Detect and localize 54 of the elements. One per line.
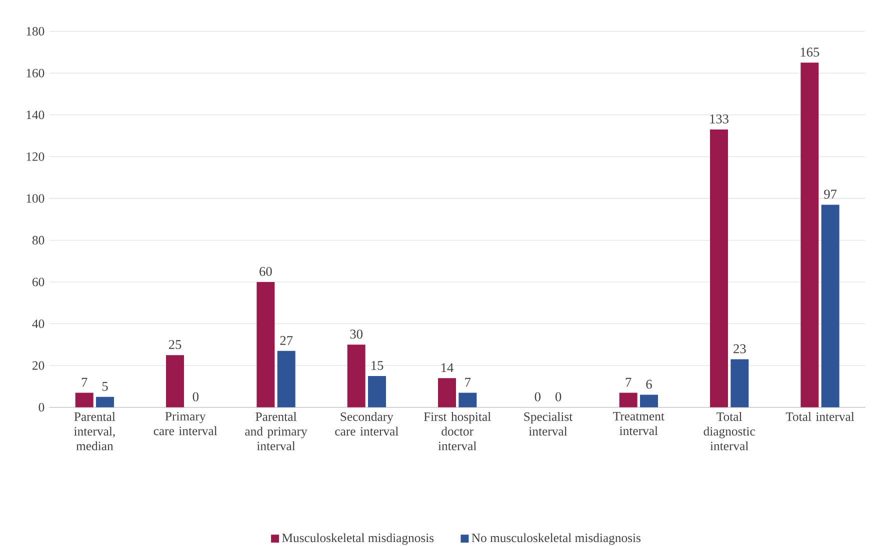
bar <box>256 282 275 408</box>
bar <box>640 394 658 408</box>
x-tick-label: Secondary care interval <box>335 412 398 436</box>
y-tick-label: 100 <box>26 194 44 203</box>
x-tick-label: Parental and primary interval <box>245 412 308 450</box>
data-label: 0 <box>192 392 199 402</box>
bar <box>277 350 296 408</box>
y-tick-label: 180 <box>26 27 44 36</box>
data-label: 23 <box>734 344 746 354</box>
data-label: 27 <box>280 336 293 345</box>
data-label: 15 <box>372 361 384 370</box>
y-tick-label: 120 <box>26 152 44 161</box>
data-label: 0 <box>534 392 540 402</box>
bar <box>368 376 386 408</box>
data-label: 7 <box>465 378 471 387</box>
y-tick-label: 80 <box>32 236 44 244</box>
legend-label: Musculoskeletal misdiagnosis <box>282 533 434 545</box>
y-tick-label: 40 <box>32 319 44 328</box>
data-label: 5 <box>102 382 108 391</box>
bar <box>800 62 819 408</box>
bar <box>619 392 638 408</box>
data-label: 97 <box>824 190 837 199</box>
legend-label: No musculoskeletal misdiagnosis <box>472 533 640 545</box>
bar <box>96 396 114 408</box>
data-label: 60 <box>260 266 272 276</box>
bar <box>730 359 749 408</box>
x-tick-label: Parental interval, median <box>74 412 116 450</box>
bar <box>438 378 456 408</box>
bar <box>710 130 728 408</box>
bar <box>166 355 184 408</box>
data-label: 30 <box>350 330 363 339</box>
bar <box>347 344 366 408</box>
data-label: 14 <box>442 363 454 372</box>
x-tick-label: Total diagnostic interval <box>704 412 755 450</box>
data-label: 7 <box>626 378 632 387</box>
x-tick-label: Primary care interval <box>154 412 218 436</box>
y-tick-label: 0 <box>38 403 44 412</box>
bar <box>75 392 94 408</box>
x-tick-label: Treatment interval <box>613 412 664 436</box>
data-label: 7 <box>82 378 88 387</box>
data-label: 133 <box>710 114 728 124</box>
y-tick-label: 20 <box>32 361 44 370</box>
y-tick-label: 140 <box>26 110 44 120</box>
x-tick-label: Total interval <box>786 412 854 421</box>
data-label: 25 <box>168 340 182 350</box>
y-tick-label: 60 <box>32 278 44 286</box>
bar <box>458 392 477 408</box>
x-tick-label: Specialist interval <box>524 412 573 436</box>
y-tick-label: 160 <box>26 68 44 78</box>
data-label: 165 <box>800 48 820 57</box>
bar <box>821 204 840 408</box>
x-tick-label: First hospital doctor interval <box>424 412 491 450</box>
data-label: 6 <box>646 380 652 389</box>
data-label: 0 <box>556 392 562 402</box>
